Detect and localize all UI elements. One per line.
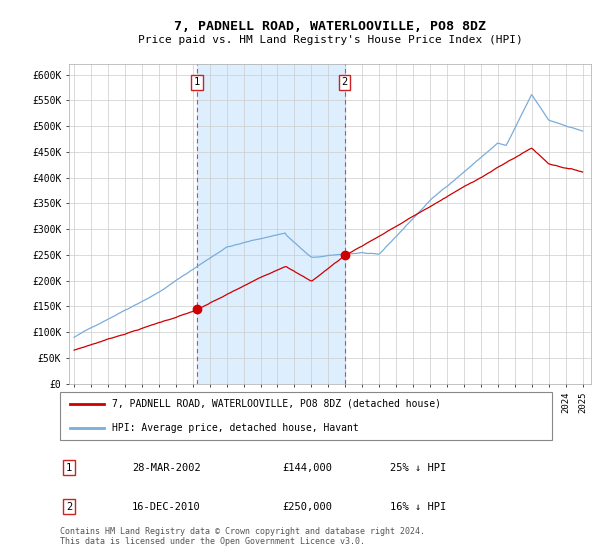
Text: Price paid vs. HM Land Registry's House Price Index (HPI): Price paid vs. HM Land Registry's House … [137, 35, 523, 45]
Text: Contains HM Land Registry data © Crown copyright and database right 2024.
This d: Contains HM Land Registry data © Crown c… [60, 526, 425, 546]
Text: £250,000: £250,000 [282, 502, 332, 512]
Text: HPI: Average price, detached house, Havant: HPI: Average price, detached house, Hava… [112, 423, 358, 433]
Text: £144,000: £144,000 [282, 463, 332, 473]
Text: 28-MAR-2002: 28-MAR-2002 [132, 463, 201, 473]
Text: 16-DEC-2010: 16-DEC-2010 [132, 502, 201, 512]
FancyBboxPatch shape [60, 392, 552, 440]
Text: 25% ↓ HPI: 25% ↓ HPI [390, 463, 446, 473]
Text: 7, PADNELL ROAD, WATERLOOVILLE, PO8 8DZ: 7, PADNELL ROAD, WATERLOOVILLE, PO8 8DZ [174, 20, 486, 32]
Text: 2: 2 [66, 502, 72, 512]
Text: 2: 2 [341, 77, 348, 87]
Bar [197, 64, 344, 384]
Text: 1: 1 [194, 77, 200, 87]
Text: 7, PADNELL ROAD, WATERLOOVILLE, PO8 8DZ (detached house): 7, PADNELL ROAD, WATERLOOVILLE, PO8 8DZ … [112, 399, 440, 409]
Text: 1: 1 [66, 463, 72, 473]
Text: 16% ↓ HPI: 16% ↓ HPI [390, 502, 446, 512]
